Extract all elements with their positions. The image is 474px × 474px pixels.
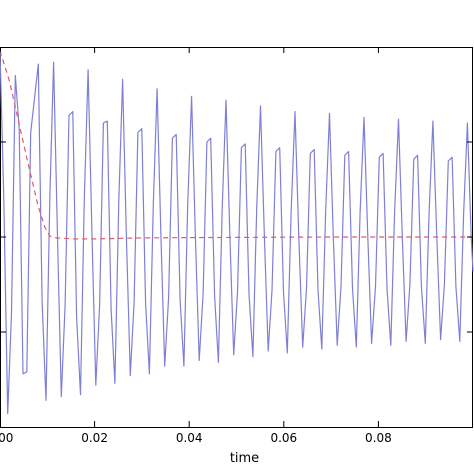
- series-line-1: [0, 50, 473, 240]
- series-line-0: [0, 50, 474, 415]
- x-tick-label: 0.02: [81, 431, 108, 445]
- x-axis-label: time: [230, 451, 259, 466]
- tick-layer: 0.00 0.02 0.04 0.06 0.08: [0, 47, 473, 445]
- x-tick-label: 0.08: [365, 431, 392, 445]
- x-tick-label: 0.04: [176, 431, 203, 445]
- x-tick-label: 0.06: [270, 431, 297, 445]
- x-tick-label: 0.00: [0, 431, 13, 445]
- series-layer: [0, 50, 474, 415]
